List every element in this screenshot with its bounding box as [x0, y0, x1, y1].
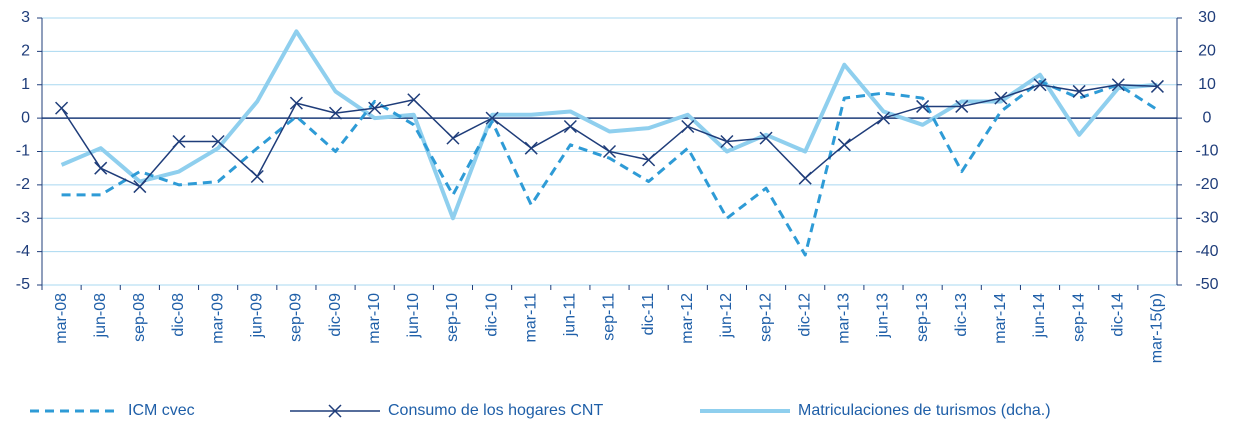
x-tick-label: dic-08	[170, 293, 187, 337]
point-marker	[329, 106, 343, 120]
point-marker	[602, 144, 617, 159]
point-marker	[1150, 79, 1164, 93]
point-marker	[681, 119, 695, 133]
x-tick-label: sep-10	[444, 293, 461, 342]
x-tick-label: dic-14	[1110, 293, 1127, 337]
point-marker	[524, 141, 538, 155]
point-marker	[1072, 84, 1086, 98]
series-line	[60, 84, 1158, 188]
point-marker	[759, 131, 773, 145]
x-tick-label: jun-12	[718, 293, 735, 339]
x-tick-label: mar-12	[679, 293, 696, 344]
x-tick-label: dic-09	[327, 293, 344, 337]
point-marker	[955, 99, 969, 113]
x-tick-label: mar-15(p)	[1149, 293, 1166, 363]
legend-label: Consumo de los hogares CNT	[388, 402, 603, 419]
y-tick-label: 2	[21, 43, 30, 60]
x-tick-label: sep-12	[757, 293, 774, 342]
x-tick-label: jun-09	[248, 293, 265, 339]
y2-tick-label: -10	[1195, 143, 1218, 160]
x-tick-label: mar-13	[836, 293, 853, 344]
y-tick-label: -3	[16, 209, 30, 226]
y2-tick-label: -20	[1195, 176, 1218, 193]
x-tick-label: mar-10	[366, 293, 383, 344]
x-tick-label: dic-13	[953, 293, 970, 337]
x-tick-label: dic-11	[640, 293, 657, 335]
x-tick-label: dic-12	[796, 293, 813, 337]
point-marker	[642, 153, 656, 167]
y2-tick-label: -40	[1195, 243, 1218, 260]
x-tick-label: jun-08	[92, 293, 109, 339]
x-tick-label: sep-11	[601, 293, 618, 341]
x-tick-label: jun-14	[1031, 293, 1048, 339]
y-tick-label: 3	[21, 9, 30, 26]
y2-tick-label: -50	[1195, 276, 1218, 293]
legend-marker	[328, 404, 342, 418]
point-marker	[916, 99, 930, 113]
y2-tick-label: 20	[1198, 43, 1216, 60]
point-marker	[172, 134, 186, 149]
y2-tick-label: 10	[1198, 76, 1216, 93]
legend-label: ICM cvec	[128, 402, 195, 419]
x-tick-label: jun-13	[875, 293, 892, 339]
point-marker	[407, 93, 421, 107]
x-tick-label: jun-11	[562, 293, 579, 337]
x-tick-label: sep-09	[288, 293, 305, 342]
point-marker	[563, 119, 577, 133]
x-tick-label: mar-08	[53, 293, 70, 344]
point-marker	[876, 111, 890, 125]
point-marker	[798, 171, 812, 185]
x-tick-label: mar-09	[209, 293, 226, 344]
y2-tick-label: 0	[1203, 109, 1212, 126]
series-line	[60, 29, 1158, 221]
y-tick-label: 1	[21, 76, 30, 93]
point-marker	[994, 91, 1008, 105]
point-marker	[250, 170, 264, 184]
legend-label: Matriculaciones de turismos (dcha.)	[798, 402, 1051, 419]
x-tick-label: jun-10	[405, 293, 422, 339]
point-marker	[1111, 78, 1125, 92]
y2-tick-label: -30	[1195, 209, 1218, 226]
x-tick-label: mar-14	[992, 293, 1009, 344]
y-tick-label: -2	[16, 176, 30, 193]
y-tick-label: -1	[16, 143, 30, 160]
point-marker	[94, 161, 108, 175]
x-tick-label: sep-14	[1070, 293, 1087, 342]
x-tick-label: sep-08	[131, 293, 148, 342]
series-line	[61, 79, 1159, 257]
x-tick-label: mar-11	[522, 293, 539, 343]
point-marker	[133, 180, 147, 194]
point-marker	[446, 131, 460, 145]
point-marker	[211, 134, 225, 149]
point-marker	[289, 96, 303, 110]
y2-tick-label: 30	[1198, 9, 1216, 26]
point-marker	[720, 134, 734, 149]
point-marker	[837, 138, 851, 152]
y-tick-label: -4	[16, 243, 30, 260]
y-tick-label: 0	[21, 109, 30, 126]
point-marker	[485, 111, 499, 125]
y-tick-label: -5	[16, 276, 30, 293]
point-marker	[368, 101, 382, 115]
x-tick-label: dic-10	[483, 293, 500, 337]
point-marker	[1033, 78, 1047, 92]
point-marker	[55, 101, 69, 115]
x-tick-label: sep-13	[914, 293, 931, 342]
